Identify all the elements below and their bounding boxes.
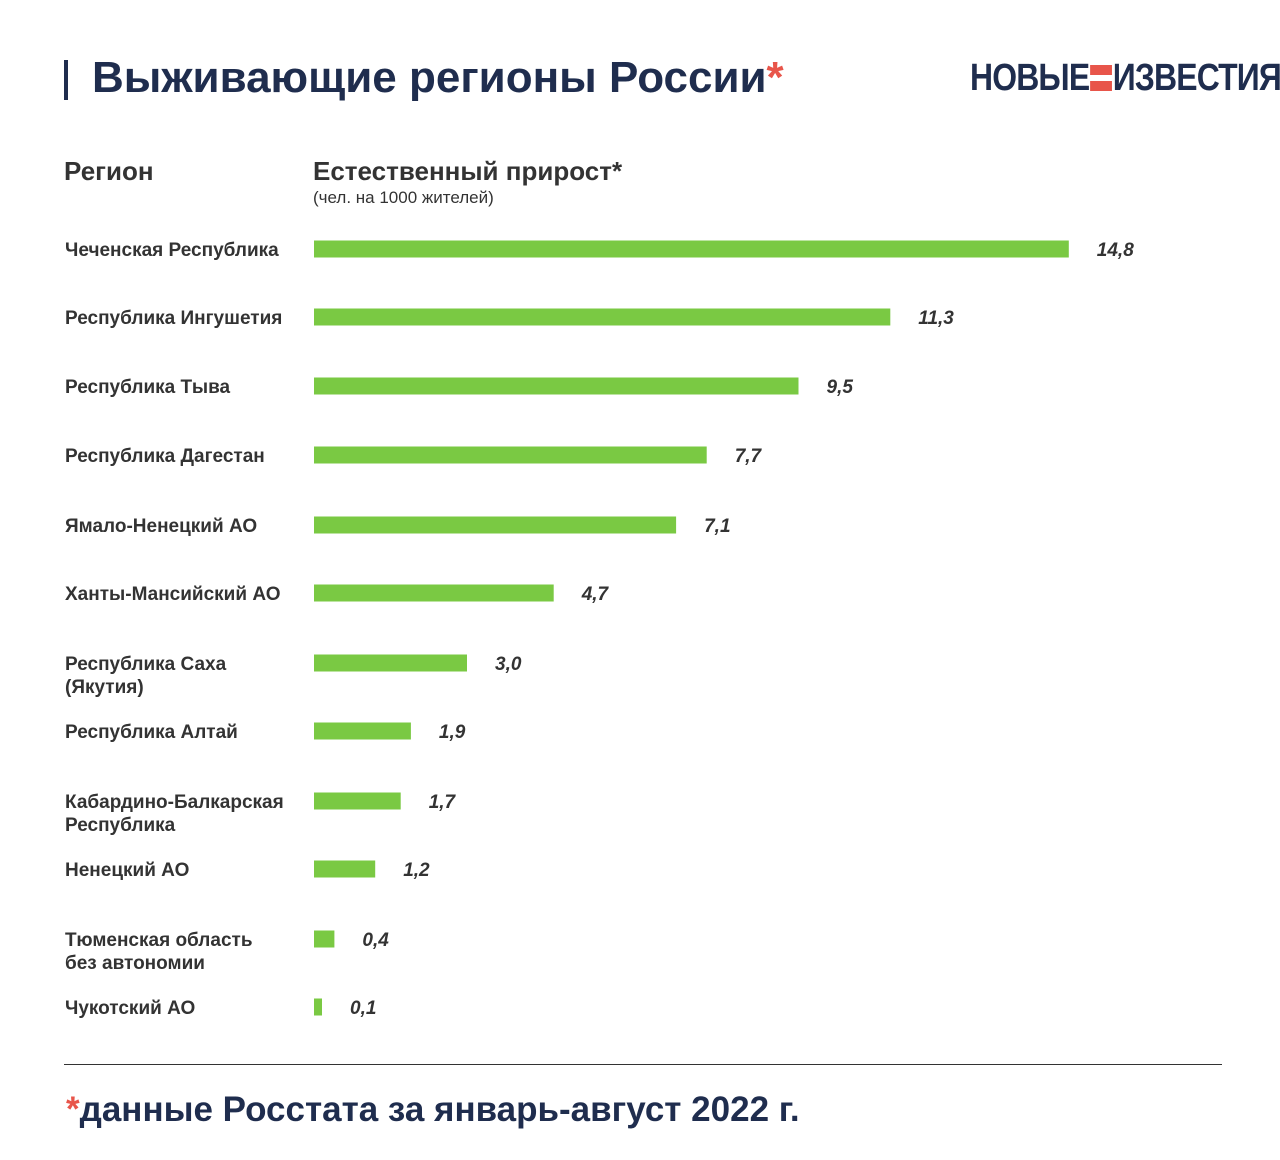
value-label: 11,3 (918, 308, 954, 329)
value-label: 1,2 (403, 860, 430, 881)
footnote-text: данные Росстата за январь-август 2022 г. (79, 1090, 800, 1129)
region-label: Кабардино-Балкарская Республика (65, 792, 284, 836)
bar (314, 722, 411, 740)
bar (314, 308, 891, 326)
value-label: 1,9 (439, 722, 466, 743)
region-label: Ямало-Ненецкий АО (65, 516, 257, 537)
footer-divider (64, 1064, 1222, 1065)
bar (314, 446, 707, 464)
value-label: 7,7 (735, 446, 763, 467)
publisher-logo: НОВЫЕ ИЗВЕСТИЯ (970, 56, 1280, 99)
footnote: *данные Росстата за январь-август 2022 г… (66, 1090, 800, 1130)
bar (314, 998, 322, 1016)
bar (314, 860, 376, 878)
value-label: 0,1 (350, 998, 376, 1019)
footnote-asterisk: * (66, 1090, 80, 1129)
bar (314, 584, 554, 602)
value-column-header: Естественный прирост* (313, 156, 623, 186)
bar (314, 516, 677, 534)
value-label: 14,8 (1097, 240, 1134, 261)
region-label: Республика Дагестан (65, 446, 265, 467)
bar (314, 654, 467, 672)
bar (314, 377, 799, 395)
title-asterisk: * (766, 53, 784, 102)
value-column-unit: (чел. на 1000 жителей) (313, 188, 494, 207)
region-label: Ханты-Мансийский АО (65, 584, 281, 605)
bar (314, 792, 401, 810)
value-label: 0,4 (362, 930, 389, 951)
value-label: 9,5 (827, 377, 854, 398)
title-accent-bar (64, 60, 68, 100)
value-label: 4,7 (581, 584, 610, 605)
value-label: 3,0 (495, 654, 522, 675)
logo-left-word: НОВЫЕ (970, 56, 1090, 99)
region-label: Чукотский АО (65, 998, 195, 1019)
logo-right-word: ИЗВЕСТИЯ (1112, 56, 1280, 99)
region-label: Республика Саха (Якутия) (65, 654, 227, 698)
page-title: Выживающие регионы России* (92, 50, 784, 106)
bar-chart: Чеченская Республика 14,8 Республика Ингуш… (65, 240, 1134, 1019)
region-label: Чеченская Республика (65, 240, 279, 261)
region-label: Ненецкий АО (65, 860, 189, 881)
region-column-header: Регион (64, 156, 154, 186)
value-label: 7,1 (704, 516, 730, 537)
bar (314, 930, 335, 948)
region-label: Республика Алтай (65, 722, 238, 743)
value-label: 1,7 (429, 792, 457, 813)
region-label: Республика Ингушетия (65, 308, 282, 329)
bar (314, 240, 1069, 258)
title-text: Выживающие регионы России (92, 53, 767, 102)
region-label: Республика Тыва (65, 377, 231, 398)
logo-equals-icon (1090, 65, 1112, 91)
region-label: Тюменская область без автономии (65, 930, 253, 974)
